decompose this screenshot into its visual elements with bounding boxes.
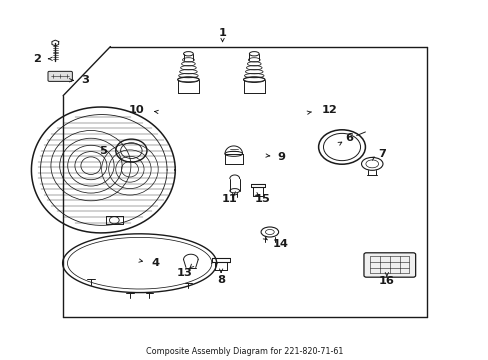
Text: 13: 13 <box>177 267 193 278</box>
Text: 11: 11 <box>222 194 237 204</box>
Text: 9: 9 <box>277 152 285 162</box>
Text: 2: 2 <box>33 54 41 64</box>
Text: Composite Assembly Diagram for 221-820-71-61: Composite Assembly Diagram for 221-820-7… <box>145 347 343 356</box>
Text: 6: 6 <box>345 133 353 143</box>
Text: 15: 15 <box>255 194 270 204</box>
Text: 14: 14 <box>272 239 288 249</box>
Text: 8: 8 <box>217 275 224 285</box>
Text: 3: 3 <box>81 75 89 85</box>
FancyBboxPatch shape <box>48 71 72 81</box>
FancyBboxPatch shape <box>363 253 415 277</box>
Text: 1: 1 <box>218 28 226 38</box>
Text: 16: 16 <box>378 276 394 286</box>
Text: 12: 12 <box>321 105 337 115</box>
Text: 5: 5 <box>99 145 107 156</box>
Text: 4: 4 <box>152 258 160 268</box>
Text: 7: 7 <box>378 149 386 159</box>
Text: 10: 10 <box>128 105 144 115</box>
